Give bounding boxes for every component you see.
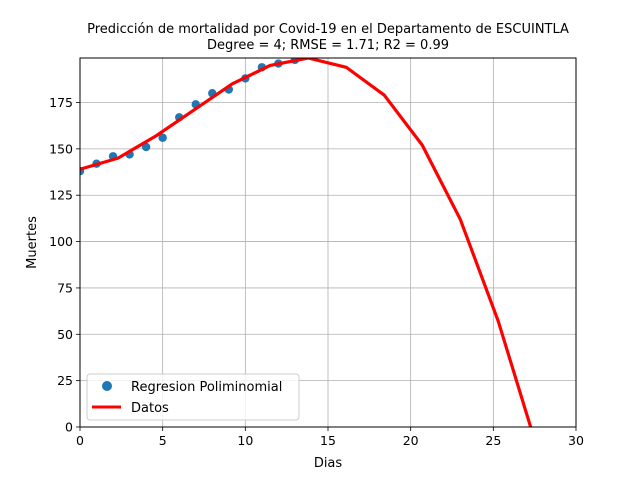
y-tick-label: 50 — [57, 327, 73, 342]
y-tick-label: 100 — [49, 234, 73, 249]
y-tick-label: 25 — [57, 373, 73, 388]
legend-label-scatter: Regresion Poliminomial — [131, 380, 282, 395]
x-tick-label: 15 — [320, 433, 336, 448]
y-tick-label: 150 — [49, 141, 73, 156]
scatter-point — [141, 142, 151, 152]
y-tick-label: 75 — [57, 280, 73, 295]
line-series — [80, 58, 533, 427]
axis-ticks: 0 5 10 15 20 25 30 0 25 50 75 100 125 150 175 — [49, 95, 584, 448]
legend-box — [86, 373, 300, 421]
chart-title: Predicción de mortalidad por Covid-19 en… — [87, 22, 569, 37]
x-tick-label: 5 — [159, 433, 167, 448]
legend-label-line: Datos — [131, 401, 169, 416]
grid-lines — [80, 58, 576, 427]
data-marks — [80, 58, 533, 427]
y-axis-label: Muertes — [25, 216, 40, 269]
x-tick-label: 25 — [485, 433, 501, 448]
scatter-point — [158, 133, 167, 142]
legend: Regresion Poliminomial Datos — [86, 373, 300, 421]
chart-subtitle: Degree = 4; RMSE = 1.71; R2 = 0.99 — [207, 38, 449, 53]
legend-marker-scatter — [102, 381, 112, 391]
x-tick-label: 20 — [403, 433, 419, 448]
x-tick-label: 0 — [76, 433, 84, 448]
x-axis-label: Dias — [314, 456, 343, 471]
x-tick-label: 10 — [237, 433, 253, 448]
y-tick-label: 175 — [49, 95, 73, 110]
y-tick-label: 0 — [65, 420, 73, 435]
x-tick-label: 30 — [568, 433, 584, 448]
y-tick-label: 125 — [49, 188, 73, 203]
